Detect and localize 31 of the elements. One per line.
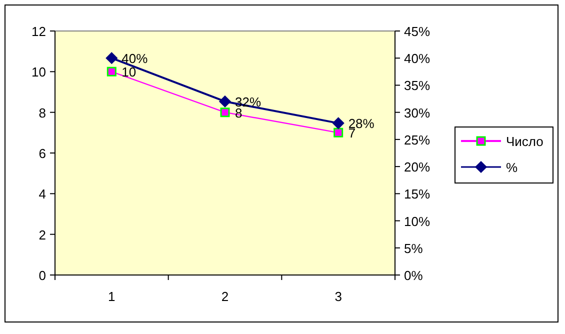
y2-tick-label: 0% — [404, 268, 424, 283]
y2-tick-label: 35% — [404, 78, 430, 94]
data-label: 40% — [122, 51, 148, 66]
y2-tick-label: 45% — [404, 24, 430, 39]
y2-tick-label: 10% — [404, 214, 430, 229]
x-tick-label: 2 — [221, 289, 229, 304]
y-tick-label: 10 — [32, 64, 46, 80]
legend-label: Число — [506, 134, 544, 149]
point — [220, 108, 230, 118]
legend-label: % — [506, 160, 518, 175]
point — [334, 128, 344, 138]
x-tick-label: 3 — [334, 289, 342, 304]
data-label: 32% — [235, 94, 262, 110]
y-tick-label: 0 — [38, 268, 46, 283]
point — [219, 96, 231, 108]
y-tick-label: 12 — [32, 24, 46, 39]
point — [332, 117, 344, 129]
y2-tick-label: 25% — [404, 132, 430, 148]
y-tick-label: 6 — [38, 146, 46, 161]
point — [106, 66, 116, 76]
y2-tick-label: 20% — [404, 160, 430, 175]
point — [106, 52, 118, 64]
y-tick-label: 4 — [38, 186, 46, 202]
y-tick-label: 2 — [38, 227, 46, 242]
y2-tick-label: 30% — [404, 105, 430, 120]
y2-tick-label: 5% — [404, 240, 424, 256]
y2-tick-label: 40% — [404, 51, 430, 66]
y-tick-label: 8 — [38, 105, 46, 120]
y2-tick-label: 15% — [404, 186, 430, 202]
x-tick-label: 1 — [108, 289, 116, 304]
data-label: 10 — [122, 64, 136, 80]
